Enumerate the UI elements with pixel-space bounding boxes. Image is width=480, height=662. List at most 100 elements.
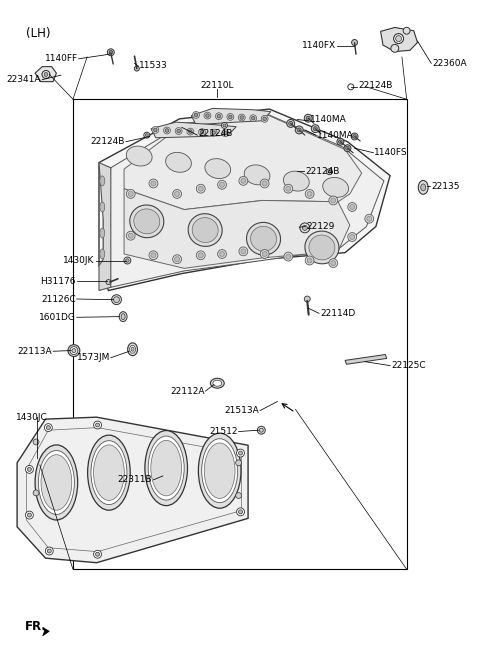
Circle shape	[306, 117, 310, 120]
Circle shape	[175, 128, 182, 134]
Circle shape	[128, 233, 133, 238]
Circle shape	[94, 550, 101, 558]
Circle shape	[173, 255, 181, 263]
Circle shape	[151, 181, 156, 186]
Ellipse shape	[128, 343, 137, 355]
Circle shape	[350, 205, 355, 209]
Circle shape	[106, 279, 111, 285]
Circle shape	[149, 179, 158, 188]
Circle shape	[391, 44, 399, 52]
Circle shape	[177, 129, 180, 133]
Text: 22113A: 22113A	[17, 347, 52, 355]
Ellipse shape	[131, 348, 134, 352]
Circle shape	[305, 256, 314, 265]
Circle shape	[326, 169, 333, 175]
Circle shape	[260, 179, 269, 188]
Circle shape	[240, 116, 243, 119]
Text: 21512: 21512	[209, 427, 238, 436]
Ellipse shape	[88, 435, 130, 510]
Text: 22124B: 22124B	[91, 137, 125, 146]
Circle shape	[111, 295, 121, 305]
Circle shape	[353, 134, 356, 138]
Circle shape	[47, 426, 50, 430]
Ellipse shape	[418, 181, 428, 194]
Circle shape	[126, 189, 135, 199]
Ellipse shape	[192, 218, 218, 242]
Circle shape	[198, 253, 203, 258]
Circle shape	[42, 71, 50, 78]
Circle shape	[204, 112, 211, 119]
Circle shape	[187, 128, 194, 135]
Polygon shape	[103, 114, 384, 287]
Text: 22110L: 22110L	[201, 81, 234, 90]
Circle shape	[151, 253, 156, 258]
Circle shape	[145, 134, 148, 136]
Circle shape	[396, 36, 402, 42]
Ellipse shape	[198, 433, 241, 508]
Ellipse shape	[309, 235, 335, 260]
Circle shape	[217, 115, 221, 118]
Text: 21126C: 21126C	[41, 295, 76, 303]
Circle shape	[239, 177, 248, 185]
Circle shape	[149, 251, 158, 260]
Circle shape	[329, 259, 338, 267]
Circle shape	[96, 552, 99, 556]
Circle shape	[70, 347, 78, 355]
Text: 22125C: 22125C	[391, 361, 426, 370]
Text: 21513A: 21513A	[224, 406, 259, 415]
Circle shape	[194, 113, 198, 117]
Circle shape	[223, 124, 226, 127]
Circle shape	[200, 130, 204, 134]
Circle shape	[210, 129, 217, 136]
Polygon shape	[124, 189, 350, 268]
Ellipse shape	[202, 439, 238, 502]
Text: 22112A: 22112A	[170, 387, 204, 396]
Ellipse shape	[188, 214, 222, 246]
Circle shape	[307, 258, 312, 263]
Ellipse shape	[100, 202, 105, 212]
Circle shape	[304, 296, 310, 302]
Circle shape	[241, 178, 246, 183]
Text: 1573JM: 1573JM	[76, 354, 110, 362]
Circle shape	[72, 349, 76, 353]
Circle shape	[228, 115, 232, 118]
Text: 1140MA: 1140MA	[317, 130, 353, 140]
Circle shape	[236, 460, 241, 466]
Circle shape	[346, 146, 349, 150]
Circle shape	[348, 232, 357, 242]
Circle shape	[44, 424, 52, 432]
Text: 22114D: 22114D	[320, 309, 355, 318]
Circle shape	[96, 423, 99, 427]
Ellipse shape	[213, 380, 222, 386]
Circle shape	[394, 34, 404, 44]
Circle shape	[126, 259, 129, 262]
Ellipse shape	[126, 146, 152, 166]
Text: 22341A: 22341A	[6, 75, 41, 84]
Circle shape	[302, 225, 307, 230]
Circle shape	[328, 170, 331, 173]
Polygon shape	[35, 67, 56, 81]
Circle shape	[261, 115, 268, 122]
Circle shape	[238, 114, 245, 121]
Circle shape	[219, 252, 225, 256]
Circle shape	[25, 511, 33, 519]
Ellipse shape	[251, 226, 276, 251]
Text: H31176: H31176	[40, 277, 76, 286]
Circle shape	[239, 247, 248, 256]
Circle shape	[337, 138, 344, 145]
Circle shape	[237, 449, 244, 457]
Circle shape	[219, 182, 225, 187]
Circle shape	[288, 121, 293, 125]
Text: 1140FX: 1140FX	[301, 41, 336, 50]
Circle shape	[300, 223, 310, 233]
Ellipse shape	[121, 314, 125, 320]
Circle shape	[221, 122, 228, 128]
Circle shape	[260, 250, 269, 258]
Circle shape	[108, 49, 114, 56]
Circle shape	[313, 126, 317, 130]
Circle shape	[344, 145, 351, 152]
Circle shape	[33, 490, 39, 496]
Ellipse shape	[145, 430, 188, 506]
Circle shape	[286, 254, 291, 259]
Circle shape	[331, 198, 336, 203]
